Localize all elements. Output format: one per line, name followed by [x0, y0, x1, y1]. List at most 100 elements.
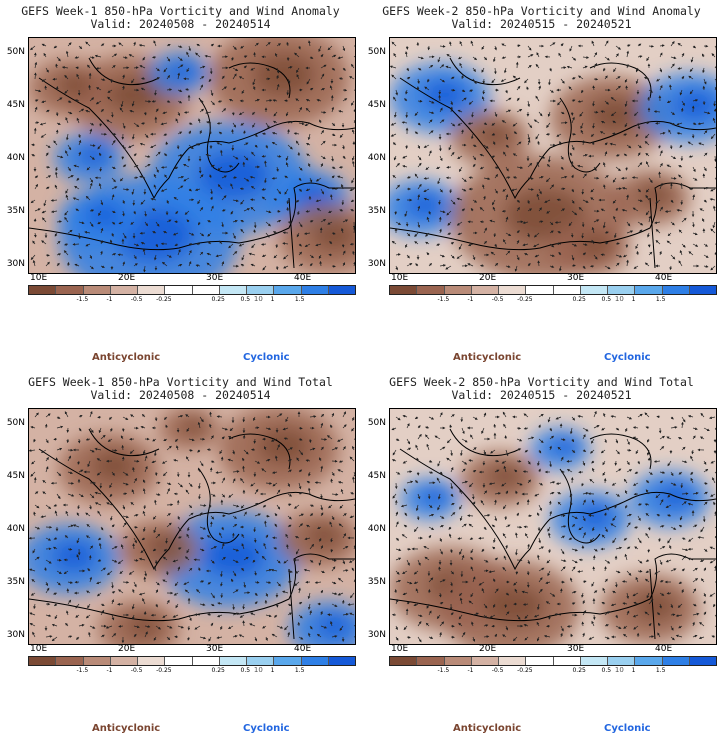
latitude-label: 30N [6, 630, 25, 640]
colorbar-swatch [274, 657, 302, 665]
latitude-label: 35N [6, 577, 25, 587]
colorbar-swatch [219, 286, 247, 294]
colorbar-tick-label: -0.5 [491, 667, 504, 674]
latitude-label: 40N [6, 524, 25, 534]
vorticity-map [28, 37, 356, 274]
colorbar-swatch [526, 657, 554, 665]
anticyclonic-label: Anticyclonic [453, 352, 522, 363]
longitude-label: 40E [655, 273, 673, 283]
colorbar-scale-note: 10 [253, 666, 263, 674]
latitude-label: 50N [367, 418, 386, 428]
colorbar-tick-label: -0.25 [517, 667, 533, 674]
anticyclonic-label: Anticyclonic [92, 723, 161, 734]
colorbar-tick-label: -0.5 [130, 667, 143, 674]
colorbar-scale-note: 10 [614, 666, 624, 674]
colorbar-tick-label: -1.5 [76, 667, 89, 674]
colorbar-swatch [635, 657, 663, 665]
vorticity-map [389, 37, 717, 274]
colorbar-swatch [444, 657, 472, 665]
colorbar-swatch [444, 286, 472, 294]
colorbar-tick-label: 0.5 [240, 296, 251, 303]
latitude-label: 30N [367, 630, 386, 640]
colorbar-swatch [56, 657, 84, 665]
colorbar-tick-label: -1 [106, 667, 113, 674]
colorbar-swatch [390, 286, 418, 294]
longitude-label: 40E [294, 644, 312, 654]
panel-valid-date: Valid: 20240508 - 20240514 [90, 17, 271, 31]
longitude-label: 20E [479, 273, 497, 283]
longitude-label: 20E [118, 644, 136, 654]
colorbar-tick-label: -1.5 [437, 296, 450, 303]
colorbar-swatch [247, 286, 275, 294]
colorbar [28, 656, 356, 666]
colorbar-swatch [56, 286, 84, 294]
colorbar-swatch [635, 286, 663, 294]
colorbar-tick-label: 1.5 [294, 667, 305, 674]
colorbar-tick-label: -0.25 [156, 667, 172, 674]
colorbar-swatch [138, 657, 166, 665]
colorbar-swatch [165, 657, 193, 665]
colorbar-swatch [247, 657, 275, 665]
longitude-label: 40E [655, 644, 673, 654]
latitude-label: 35N [6, 206, 25, 216]
colorbar-swatch [83, 286, 111, 294]
colorbar-swatch [662, 286, 690, 294]
colorbar-swatch [110, 657, 138, 665]
colorbar-tick-label: 1 [631, 667, 636, 674]
colorbar-tick-label: 1.5 [655, 296, 666, 303]
panel-valid-date: Valid: 20240515 - 20240521 [451, 388, 632, 402]
colorbar-tick-label: 0.25 [572, 667, 586, 674]
colorbar-swatch [274, 286, 302, 294]
longitude-label: 30E [567, 644, 585, 654]
colorbar-scale-note: 10 [614, 295, 624, 303]
latitude-label: 50N [367, 47, 386, 57]
colorbar-tick-label: 1 [270, 296, 275, 303]
colorbar-swatch [608, 286, 636, 294]
longitude-label: 40E [294, 273, 312, 283]
colorbar-tick-label: 0.25 [211, 667, 225, 674]
colorbar-swatch [580, 657, 608, 665]
colorbar-swatch [301, 657, 329, 665]
colorbar-tick-label: 1 [631, 296, 636, 303]
colorbar-swatch [689, 286, 716, 294]
latitude-label: 45N [367, 100, 386, 110]
longitude-label: 10E [30, 273, 48, 283]
colorbar-swatch [29, 286, 57, 294]
cyclonic-label: Cyclonic [604, 352, 651, 363]
colorbar-tick-label: 0.5 [601, 667, 612, 674]
cyclonic-label: Cyclonic [243, 352, 290, 363]
longitude-label: 30E [206, 644, 224, 654]
map-panel: GEFS Week-1 850-hPa Vorticity and Wind A… [0, 0, 361, 371]
map-panel: GEFS Week-2 850-hPa Vorticity and Wind A… [361, 0, 722, 371]
colorbar-swatch [608, 657, 636, 665]
panel-title: GEFS Week-2 850-hPa Vorticity and Wind A… [382, 4, 701, 18]
colorbar-tick-label: -0.25 [517, 296, 533, 303]
colorbar-tick-label: 0.5 [240, 667, 251, 674]
latitude-label: 45N [6, 100, 25, 110]
colorbar-swatch [301, 286, 329, 294]
anticyclonic-label: Anticyclonic [92, 352, 161, 363]
latitude-label: 35N [367, 577, 386, 587]
latitude-label: 40N [367, 153, 386, 163]
colorbar-swatch [219, 657, 247, 665]
panel-title: GEFS Week-2 850-hPa Vorticity and Wind T… [389, 375, 694, 389]
colorbar-swatch [110, 286, 138, 294]
longitude-label: 30E [206, 273, 224, 283]
panel-valid-date: Valid: 20240508 - 20240514 [90, 388, 271, 402]
colorbar-swatch [417, 286, 445, 294]
map-panel: GEFS Week-2 850-hPa Vorticity and Wind T… [361, 371, 722, 742]
cyclonic-label: Cyclonic [604, 723, 651, 734]
vorticity-map [28, 408, 356, 645]
colorbar-tick-label: -1 [467, 667, 474, 674]
colorbar-swatch [390, 657, 418, 665]
cyclonic-label: Cyclonic [243, 723, 290, 734]
longitude-label: 20E [118, 273, 136, 283]
panel-title: GEFS Week-1 850-hPa Vorticity and Wind A… [21, 4, 340, 18]
colorbar-swatch [165, 286, 193, 294]
longitude-label: 10E [30, 644, 48, 654]
anticyclonic-label: Anticyclonic [453, 723, 522, 734]
colorbar-tick-label: -1.5 [437, 667, 450, 674]
latitude-label: 30N [6, 259, 25, 269]
colorbar-tick-label: -0.25 [156, 296, 172, 303]
colorbar-swatch [192, 657, 220, 665]
